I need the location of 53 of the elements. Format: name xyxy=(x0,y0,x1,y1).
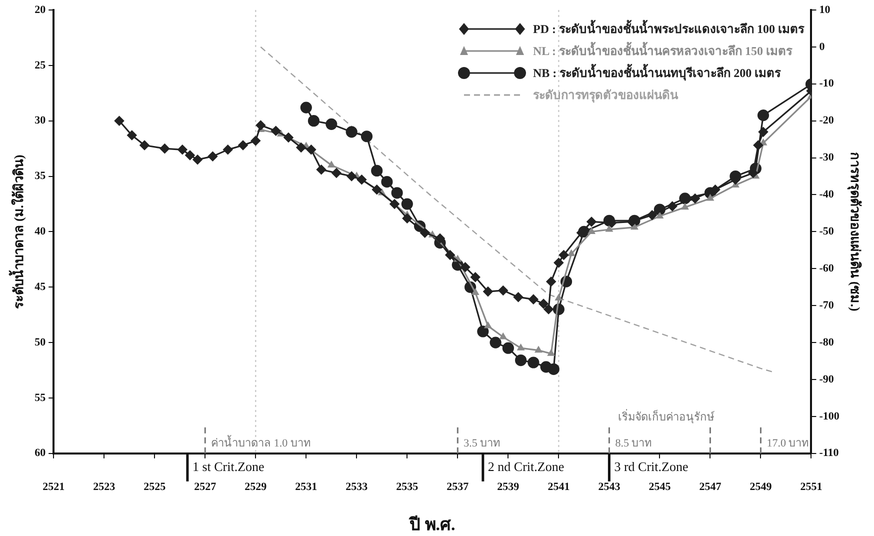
y2-axis-title: การทรุดตัวของแผ่นดิน (ซม.) xyxy=(846,152,863,312)
x-tick-label: 2523 xyxy=(93,480,116,493)
y-tick-label: 45 xyxy=(34,280,46,293)
x-tick-label: 2543 xyxy=(598,480,621,493)
y2-tick-label: -90 xyxy=(819,373,834,386)
x-tick-label: 2531 xyxy=(295,480,318,493)
x-tick-label: 2525 xyxy=(144,480,166,493)
y2-tick-label: -30 xyxy=(819,152,834,164)
ref-line-label: 17.0 บาท xyxy=(766,437,809,450)
x-tick-label: 2527 xyxy=(194,480,217,493)
x-tick-label: 2535 xyxy=(396,480,419,493)
y2-tick-label: -100 xyxy=(819,410,840,422)
y2-tick-label: -80 xyxy=(819,336,834,348)
y-tick-label: 25 xyxy=(34,59,46,72)
ref-line-label: 3 rd Crit.Zone xyxy=(614,458,688,474)
y-tick-label: 60 xyxy=(34,447,46,460)
y2-tick-label: -60 xyxy=(819,262,834,274)
legend-label: ระดับการทรุดตัวของแผ่นดิน xyxy=(533,87,678,105)
x-tick-label: 2551 xyxy=(800,480,822,493)
x-tick-label: 2541 xyxy=(548,480,570,493)
y2-tick-label: -10 xyxy=(819,78,834,90)
y-tick-label: 50 xyxy=(34,336,46,348)
y2-tick-label: -40 xyxy=(819,188,834,201)
ref-line-label: 8.5 บาท xyxy=(615,437,652,450)
y2-tick-label: -70 xyxy=(819,299,834,312)
x-tick-label: 2539 xyxy=(497,480,520,493)
x-tick-label: 2529 xyxy=(244,480,268,493)
x-tick-label: 2545 xyxy=(648,480,672,493)
x-axis-title: ปี พ.ศ. xyxy=(408,514,456,534)
x-tick-label: 2547 xyxy=(699,480,722,493)
x-tick-label: 2521 xyxy=(42,480,65,493)
x-tick-label: 2537 xyxy=(446,480,470,493)
ref-line-label: 1 st Crit.Zone xyxy=(192,458,265,474)
y2-tick-label: 0 xyxy=(819,40,826,53)
y-tick-label: 40 xyxy=(34,226,46,238)
legend-label: NB : ระดับน้ำของชั้นน้ำนนทบุรีเจาะลึก 200 เมตร xyxy=(533,62,781,83)
y-tick-label: 20 xyxy=(34,4,46,16)
ref-line-label: เริ่มจัดเก็บค่าอนุรักษ์ xyxy=(618,408,716,424)
y-tick-label: 30 xyxy=(34,114,46,127)
ref-line-label: 3.5 บาท xyxy=(464,437,500,450)
y2-tick-label: -110 xyxy=(819,447,840,460)
legend-label: NL : ระดับน้ำของชั้นน้ำนครหลวงเจาะลึก 150 เมตร xyxy=(533,40,792,60)
y-axis-title: ระดับน้ำบาดาล (ม.ใต้ผิวดิน) xyxy=(8,154,26,309)
ref-line-label: ค่าน้ำบาดาล 1.0 บาท xyxy=(211,434,310,450)
y2-tick-label: -20 xyxy=(819,114,834,127)
y2-tick-label: -50 xyxy=(819,226,834,238)
y-tick-label: 35 xyxy=(34,170,46,182)
legend-label: PD : ระดับน้ำของชั้นน้ำพระประแดงเจาะลึก 100 เมตร xyxy=(533,18,804,38)
x-tick-label: 2549 xyxy=(750,480,772,493)
ref-line-label: 2 nd Crit.Zone xyxy=(488,458,564,474)
y2-tick-label: 10 xyxy=(819,4,831,16)
x-tick-label: 2533 xyxy=(346,480,368,493)
y-tick-label: 55 xyxy=(34,392,46,404)
